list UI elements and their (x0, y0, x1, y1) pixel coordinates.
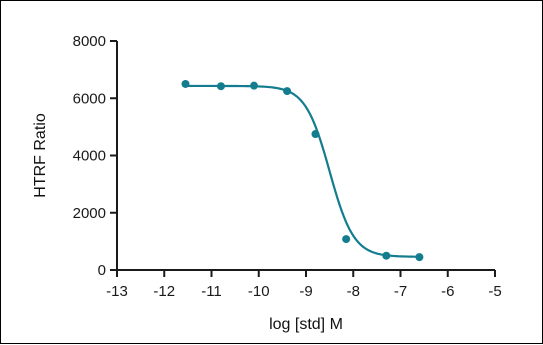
y-axis-ticks: 0 2000 4000 6000 8000 (73, 33, 117, 279)
x-tick-label: -9 (299, 283, 312, 300)
x-tick-label: -12 (153, 283, 175, 300)
x-tick-label: -7 (394, 283, 407, 300)
x-tick-label: -10 (248, 283, 270, 300)
data-point (342, 235, 351, 244)
data-point (382, 251, 391, 260)
y-tick-label: 6000 (73, 90, 106, 107)
data-point (283, 87, 292, 96)
data-point (216, 82, 225, 91)
y-axis-title: HTRF Ratio (32, 113, 49, 198)
y-tick-label: 2000 (73, 205, 106, 222)
x-tick-label: -13 (106, 283, 128, 300)
x-axis-title: log [std] M (269, 316, 343, 333)
data-point (415, 253, 424, 262)
data-point (311, 130, 320, 139)
y-tick-label: 4000 (73, 148, 106, 165)
x-axis-ticks: -13 -12 -11 -10 -9 -8 -7 -6 -5 (106, 270, 502, 300)
x-tick-label: -6 (441, 283, 454, 300)
data-point (181, 79, 190, 88)
data-point (250, 81, 259, 90)
x-tick-label: -11 (201, 283, 222, 300)
x-tick-label: -8 (347, 283, 360, 300)
fit-curve (185, 84, 420, 258)
x-tick-label: -5 (488, 283, 501, 300)
y-tick-label: 0 (98, 262, 106, 279)
data-points (181, 79, 424, 262)
y-tick-label: 8000 (73, 33, 106, 50)
